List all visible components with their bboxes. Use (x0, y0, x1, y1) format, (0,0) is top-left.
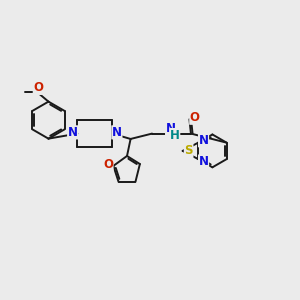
Text: O: O (33, 81, 43, 94)
Text: O: O (103, 158, 113, 171)
Text: N: N (199, 155, 208, 168)
Text: O: O (190, 111, 200, 124)
Text: N: N (112, 126, 122, 139)
Text: S: S (184, 144, 193, 158)
Text: N: N (199, 134, 208, 147)
Text: N: N (68, 126, 78, 139)
Text: N: N (166, 122, 176, 135)
Text: H: H (170, 129, 180, 142)
